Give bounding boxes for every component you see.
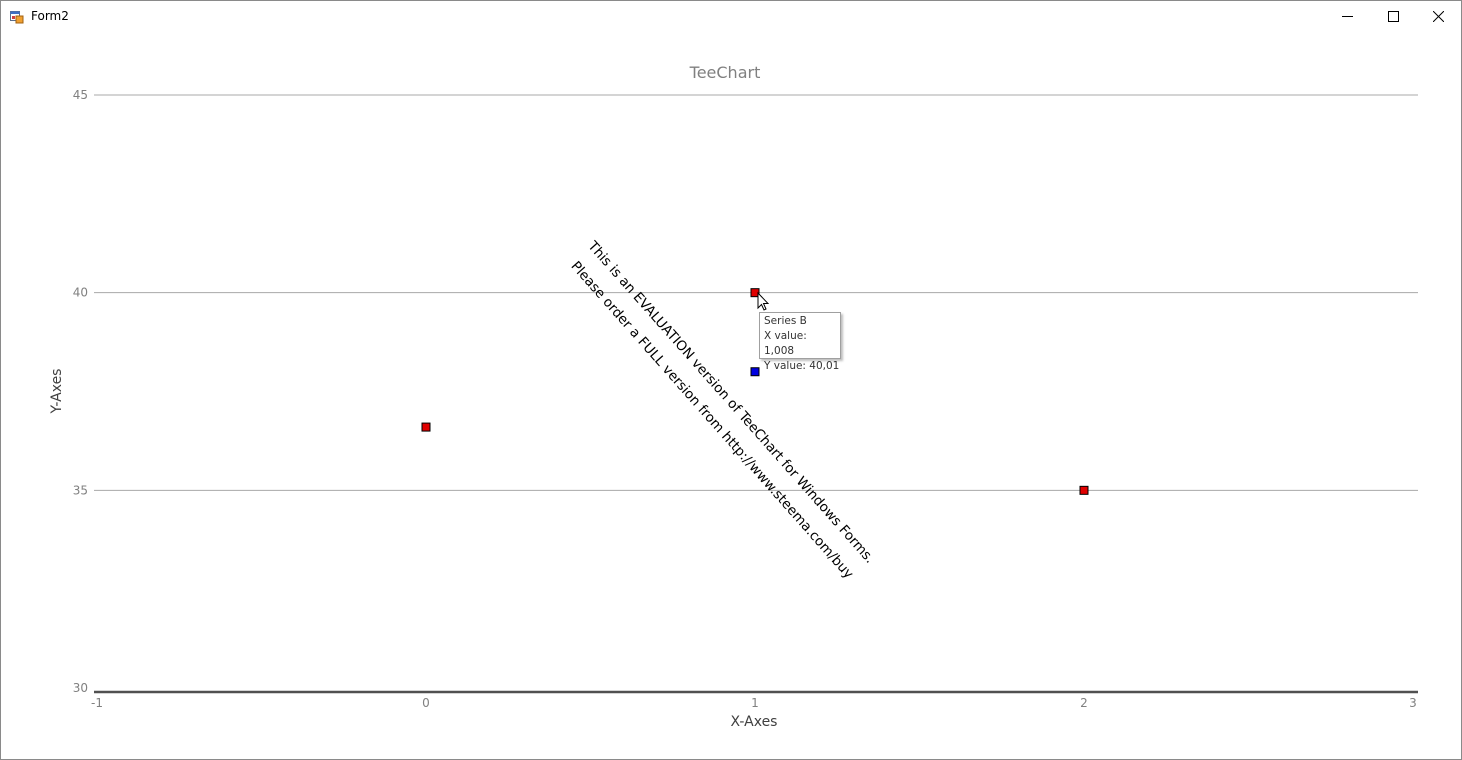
tooltip-x-value: X value: 1,008 — [764, 330, 807, 357]
y-tick-labels: 30 35 40 45 — [73, 88, 88, 695]
x-tick-label: -1 — [91, 696, 103, 710]
form-app-icon[interactable] — [10, 9, 24, 24]
data-point-marker[interactable] — [750, 367, 760, 377]
close-icon — [1432, 11, 1444, 22]
data-point-marker[interactable] — [750, 288, 760, 298]
window-title: Form2 — [31, 9, 69, 23]
data-point-marker[interactable] — [421, 422, 431, 432]
y-axis-label: Y-Axes — [49, 369, 65, 415]
mouse-cursor-icon — [757, 291, 770, 311]
y-tick-label: 40 — [73, 286, 88, 300]
data-point-marker[interactable] — [1079, 485, 1089, 495]
x-tick-label: 2 — [1080, 696, 1088, 710]
tooltip-y-value: Y value: 40,01 — [764, 360, 840, 372]
close-button[interactable] — [1415, 1, 1461, 32]
minimize-button[interactable] — [1324, 1, 1370, 32]
x-tick-label: 0 — [422, 696, 430, 710]
y-tick-label: 45 — [73, 88, 88, 102]
x-axis-label: X-Axes — [731, 714, 778, 730]
x-tick-label: 1 — [751, 696, 759, 710]
maximize-button[interactable] — [1370, 1, 1416, 32]
x-tick-label: 3 — [1409, 696, 1417, 710]
y-tick-label: 30 — [73, 681, 88, 695]
y-tick-label: 35 — [73, 483, 88, 497]
chart-title: TeeChart — [689, 63, 761, 82]
data-point-tooltip: Series B X value: 1,008 Y value: 40,01 — [759, 312, 841, 372]
title-bar[interactable]: Form2 — [1, 1, 1461, 32]
data-points — [421, 288, 1089, 495]
tooltip-series-name: Series B — [764, 315, 807, 327]
maximize-icon — [1387, 11, 1399, 22]
x-tick-labels: -1 0 1 2 3 — [91, 696, 1417, 710]
minimize-icon — [1341, 11, 1353, 22]
